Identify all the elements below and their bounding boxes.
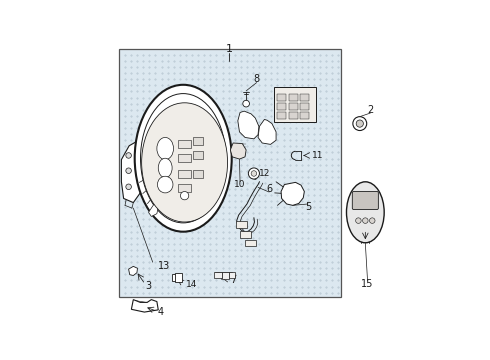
Text: 4: 4 — [158, 307, 164, 317]
Polygon shape — [281, 183, 304, 205]
Circle shape — [251, 171, 257, 176]
Circle shape — [369, 218, 375, 223]
Polygon shape — [258, 120, 276, 144]
FancyBboxPatch shape — [300, 94, 309, 101]
Circle shape — [126, 168, 131, 174]
Text: 14: 14 — [186, 280, 197, 289]
Circle shape — [356, 218, 361, 223]
FancyBboxPatch shape — [175, 273, 182, 282]
FancyBboxPatch shape — [300, 112, 309, 119]
Circle shape — [126, 184, 131, 190]
Text: 5: 5 — [305, 202, 311, 212]
Polygon shape — [128, 266, 138, 275]
Polygon shape — [230, 143, 246, 159]
FancyBboxPatch shape — [289, 94, 298, 101]
Text: 9: 9 — [309, 112, 315, 122]
Text: 11: 11 — [312, 151, 323, 160]
Circle shape — [180, 192, 189, 200]
FancyBboxPatch shape — [178, 140, 191, 148]
Ellipse shape — [135, 85, 232, 232]
Ellipse shape — [346, 182, 384, 243]
FancyBboxPatch shape — [300, 103, 309, 110]
Circle shape — [248, 168, 259, 179]
FancyBboxPatch shape — [193, 137, 203, 145]
FancyBboxPatch shape — [277, 94, 286, 101]
FancyBboxPatch shape — [120, 49, 341, 297]
Ellipse shape — [141, 94, 226, 223]
FancyBboxPatch shape — [222, 272, 229, 279]
Circle shape — [243, 100, 249, 107]
FancyBboxPatch shape — [352, 192, 378, 210]
FancyBboxPatch shape — [277, 112, 286, 119]
FancyBboxPatch shape — [193, 170, 203, 178]
FancyBboxPatch shape — [178, 184, 191, 192]
FancyBboxPatch shape — [172, 274, 181, 281]
FancyBboxPatch shape — [277, 103, 286, 110]
Ellipse shape — [158, 158, 172, 177]
Circle shape — [363, 218, 368, 223]
FancyBboxPatch shape — [289, 103, 298, 110]
Circle shape — [353, 117, 367, 131]
Circle shape — [356, 120, 364, 127]
FancyBboxPatch shape — [178, 153, 191, 162]
Text: 12: 12 — [259, 169, 271, 178]
Ellipse shape — [157, 138, 173, 159]
Text: 1: 1 — [225, 44, 232, 54]
Text: 3: 3 — [146, 281, 151, 291]
Polygon shape — [122, 140, 145, 203]
Polygon shape — [148, 204, 158, 216]
FancyBboxPatch shape — [240, 231, 251, 238]
Text: 2: 2 — [367, 105, 373, 115]
FancyBboxPatch shape — [214, 271, 222, 278]
FancyBboxPatch shape — [236, 221, 246, 228]
FancyBboxPatch shape — [274, 87, 316, 122]
Text: 8: 8 — [254, 74, 260, 84]
FancyBboxPatch shape — [229, 271, 235, 278]
Text: 6: 6 — [266, 184, 272, 194]
Text: 13: 13 — [158, 261, 170, 271]
FancyBboxPatch shape — [193, 151, 203, 158]
Circle shape — [126, 153, 131, 158]
Text: 7: 7 — [230, 275, 236, 285]
Text: 15: 15 — [361, 279, 374, 289]
Text: 10: 10 — [234, 180, 246, 189]
FancyBboxPatch shape — [245, 240, 256, 246]
Ellipse shape — [142, 103, 227, 222]
FancyBboxPatch shape — [289, 112, 298, 119]
Ellipse shape — [157, 176, 173, 193]
Polygon shape — [238, 111, 259, 139]
FancyBboxPatch shape — [178, 170, 191, 178]
Polygon shape — [131, 300, 158, 312]
